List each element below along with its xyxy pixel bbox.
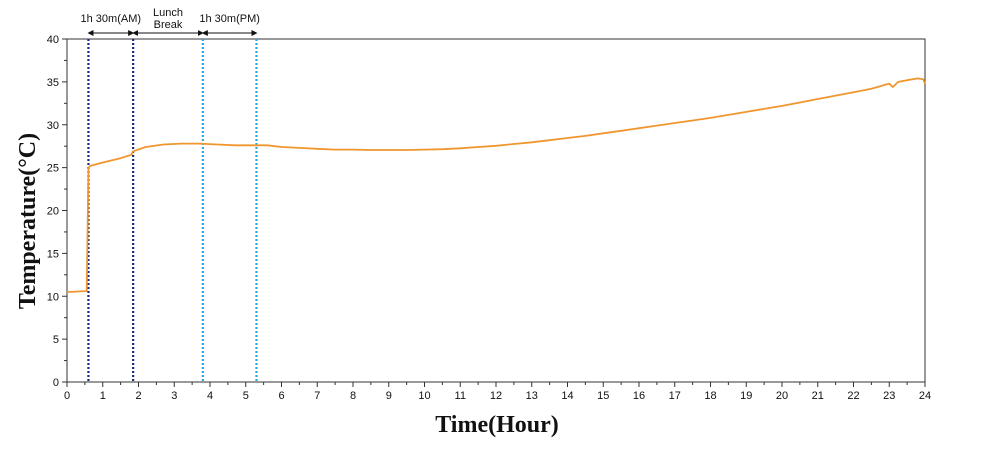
x-tick-label: 24 [919, 390, 931, 402]
annotation-label: 1h 30m(PM) [199, 13, 260, 25]
x-tick-label: 3 [171, 390, 177, 402]
y-tick-label: 15 [47, 248, 59, 260]
plot-border [66, 38, 926, 383]
x-tick-label: 16 [633, 390, 645, 402]
x-tick-label: 23 [883, 390, 895, 402]
annotation-label: Break [154, 19, 183, 31]
y-tick-label: 35 [47, 77, 59, 89]
y-tick-label: 25 [47, 163, 59, 175]
x-tick-label: 4 [207, 390, 213, 402]
x-axis: 0 1 2 3 4 5 6 7 8 9 10 11 12 13 14 15 16 17 18 19 20 21 22 23 24 [64, 382, 931, 402]
x-tick-label: 13 [526, 390, 538, 402]
x-tick-label: 5 [243, 390, 249, 402]
temperature-series-line [66, 77, 926, 293]
x-tick-label: 0 [64, 390, 70, 402]
x-tick-label: 1 [100, 390, 106, 402]
x-tick-label: 18 [704, 390, 716, 402]
y-tick-label: 5 [53, 334, 59, 346]
x-tick-label: 21 [812, 390, 824, 402]
y-tick-label: 30 [47, 120, 59, 132]
x-tick-label: 12 [490, 390, 502, 402]
session-markers [87, 39, 258, 382]
x-tick-label: 11 [455, 390, 466, 402]
y-tick-label: 10 [47, 291, 59, 303]
x-tick-label: 14 [561, 390, 573, 402]
y-tick-label: 20 [47, 206, 59, 218]
x-tick-label: 9 [386, 390, 392, 402]
plot-frame [66, 38, 926, 383]
y-tick-label: 40 [47, 34, 59, 46]
series-layer [66, 77, 926, 293]
x-tick-label: 17 [669, 390, 681, 402]
y-axis-title: Temperature(°C) [15, 133, 41, 309]
x-tick-label: 2 [135, 390, 141, 402]
x-tick-label: 6 [278, 390, 284, 402]
annotation-label: Lunch [153, 7, 183, 19]
annotation-label: 1h 30m(AM) [81, 13, 142, 25]
x-tick-label: 7 [314, 390, 320, 402]
x-tick-label: 19 [740, 390, 752, 402]
x-tick-label: 22 [847, 390, 859, 402]
x-tick-label: 10 [418, 390, 430, 402]
y-tick-label: 0 [53, 377, 59, 389]
x-tick-label: 8 [350, 390, 356, 402]
x-axis-title: Time(Hour) [435, 412, 559, 438]
x-tick-label: 15 [597, 390, 609, 402]
y-axis: 0 5 10 15 20 25 30 35 40 [47, 34, 67, 389]
x-tick-label: 20 [776, 390, 788, 402]
